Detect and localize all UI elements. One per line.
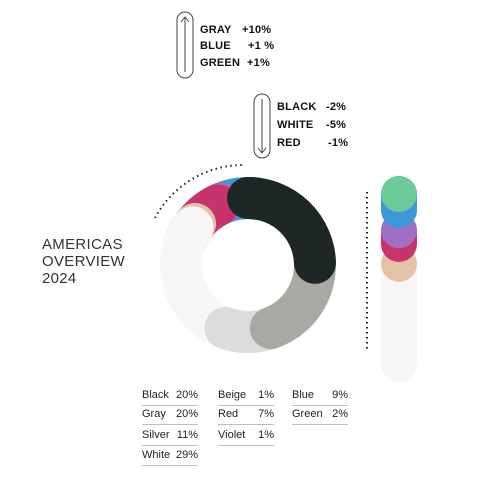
trend-change: +1% xyxy=(247,57,270,69)
bar-segment-green xyxy=(381,176,417,212)
trend-label: BLUE xyxy=(200,40,231,52)
legend-label: Black xyxy=(142,389,169,401)
trend-label: WHITE xyxy=(277,119,314,131)
legend-value: 20% xyxy=(175,408,198,420)
legend-label: Beige xyxy=(218,389,247,401)
trend-change: +10% xyxy=(242,24,272,36)
donut-segment-black xyxy=(227,177,336,284)
trend-change: -5% xyxy=(326,119,347,131)
legend-item-red: Red 7% xyxy=(218,407,274,425)
title-line-1: AMERICAS xyxy=(42,236,123,253)
legend-label: Gray xyxy=(142,408,166,420)
legend-value: 9% xyxy=(332,389,348,401)
down-arrow-icon xyxy=(253,93,271,159)
up-arrow-icon xyxy=(176,11,194,79)
legend-label: Blue xyxy=(292,389,315,401)
trend-down-row: BLACK -2% xyxy=(277,101,346,113)
legend-value: 29% xyxy=(175,449,198,461)
trend-up-row: BLUE +1 % xyxy=(200,40,274,52)
legend-value: 20% xyxy=(175,389,198,401)
donut-chart xyxy=(160,177,336,353)
legend-value: 11% xyxy=(176,429,198,441)
trend-label: BLACK xyxy=(277,101,317,113)
legend-item-violet: Violet 1% xyxy=(218,428,274,446)
trend-change: -1% xyxy=(328,137,349,149)
chart-title: AMERICAS OVERVIEW 2024 xyxy=(42,236,125,287)
legend-item-white: White 29% xyxy=(142,448,198,466)
legend-label: White xyxy=(142,449,171,461)
legend-item-green: Green 2% xyxy=(292,407,348,425)
trend-up-row: GRAY +10% xyxy=(200,24,271,36)
legend-item-black: Black 20% xyxy=(142,388,198,406)
legend-value: 1% xyxy=(258,429,274,441)
legend-item-silver: Silver 11% xyxy=(142,428,198,446)
legend-label: Green xyxy=(292,408,323,420)
title-line-3: 2024 xyxy=(42,270,77,287)
bar-segment-white xyxy=(381,250,417,382)
legend-label: Red xyxy=(218,408,239,420)
trend-up-row: GREEN +1% xyxy=(200,57,270,69)
legend-item-blue: Blue 9% xyxy=(292,388,348,406)
trend-label: GREEN xyxy=(200,57,241,69)
legend-item-gray: Gray 20% xyxy=(142,407,198,425)
trend-down-row: WHITE -5% xyxy=(277,119,346,131)
legend-value: 1% xyxy=(258,389,274,401)
trend-change: +1 % xyxy=(248,40,275,52)
title-line-2: OVERVIEW xyxy=(42,253,125,270)
trend-change: -2% xyxy=(326,101,347,113)
trend-label: GRAY xyxy=(200,24,232,36)
donut-segment-black-start xyxy=(247,177,261,220)
stacked-capsule-bar xyxy=(381,176,417,382)
legend-value: 7% xyxy=(258,408,274,420)
legend-item-beige: Beige 1% xyxy=(218,388,274,406)
trend-label: RED xyxy=(277,137,301,149)
legend-label: Silver xyxy=(142,429,170,441)
trend-down-row: RED -1% xyxy=(277,137,348,149)
legend-label: Violet xyxy=(218,429,246,441)
legend-value: 2% xyxy=(332,408,348,420)
